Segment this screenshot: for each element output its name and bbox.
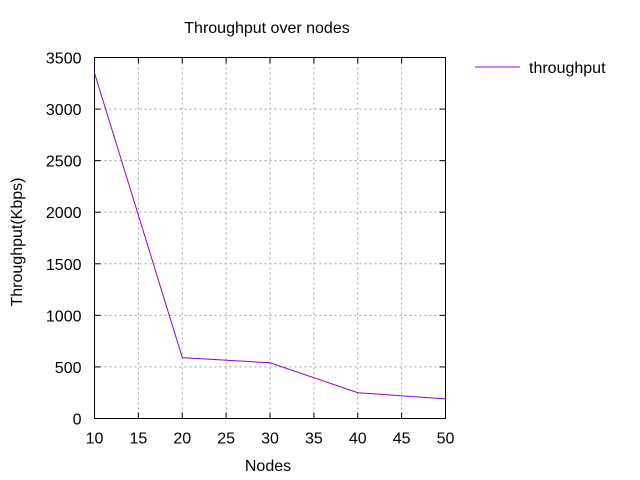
legend-label: throughput — [529, 60, 606, 77]
x-tick-label: 35 — [305, 431, 323, 448]
data-point — [357, 392, 359, 394]
x-tick-label: 50 — [437, 431, 455, 448]
y-tick-label: 3000 — [46, 102, 82, 119]
x-tick-label: 40 — [349, 431, 367, 448]
y-axis-label: Throughput(Kbps) — [9, 178, 26, 307]
legend: throughput — [475, 60, 606, 77]
x-tick-label: 45 — [393, 431, 411, 448]
y-tick-label: 0 — [73, 412, 82, 429]
y-tick-label: 3500 — [46, 51, 82, 68]
y-tick-label: 1000 — [46, 308, 82, 325]
x-axis-label: Nodes — [245, 458, 291, 475]
data-point — [93, 72, 96, 74]
grid — [94, 57, 446, 419]
x-tick-label: 20 — [173, 431, 191, 448]
plot-frame — [94, 57, 446, 419]
data-point — [269, 362, 271, 364]
x-tick-label: 25 — [217, 431, 235, 448]
x-tick-label: 15 — [129, 431, 147, 448]
series-line-throughput — [94, 72, 446, 400]
chart-title: Throughput over nodes — [184, 20, 349, 37]
y-tick-label: 2000 — [46, 205, 82, 222]
y-tick-label: 500 — [55, 360, 82, 377]
x-tick-label: 10 — [86, 431, 104, 448]
data-point — [444, 398, 447, 400]
axis-ticks: 10 15 20 25 30 35 40 45 500500100015002000250030… — [46, 51, 455, 448]
y-tick-label: 2500 — [46, 154, 82, 171]
series-layer — [93, 72, 447, 400]
axis-labels: Throughput over nodes Nodes Throughput(K… — [9, 20, 350, 475]
x-tick-label: 30 — [261, 431, 279, 448]
y-tick-label: 1500 — [46, 257, 82, 274]
data-point — [181, 357, 183, 359]
